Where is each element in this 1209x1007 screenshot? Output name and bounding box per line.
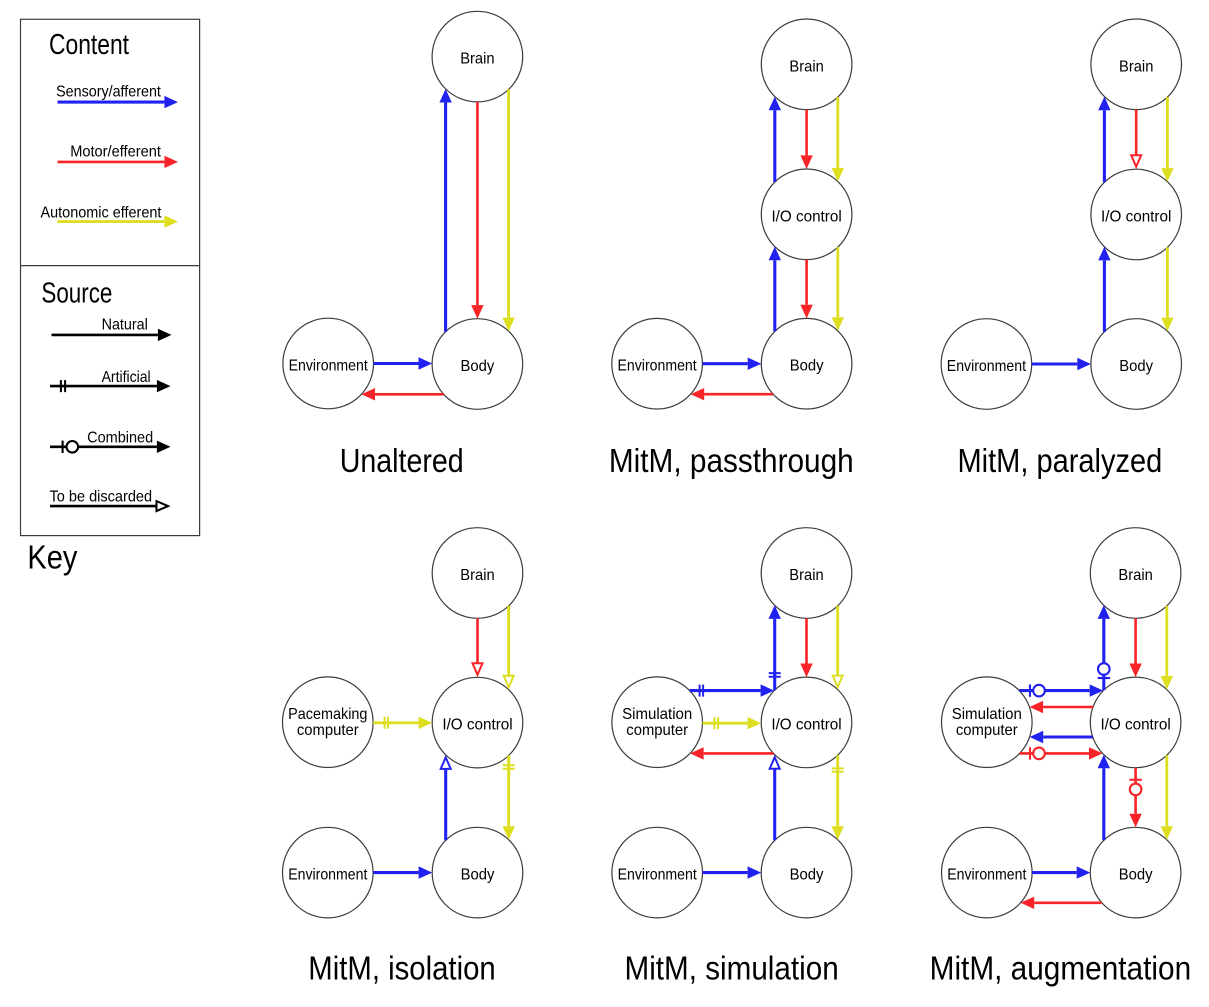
svg-text:Environment: Environment [288,867,368,884]
svg-text:Source: Source [41,277,112,309]
svg-text:computer: computer [297,722,359,739]
svg-text:Environment: Environment [947,358,1027,375]
svg-text:MitM, augmentation: MitM, augmentation [930,950,1192,987]
svg-text:Brain: Brain [789,567,823,584]
svg-text:Body: Body [790,867,824,884]
svg-text:I/O control: I/O control [442,717,512,734]
svg-text:Environment: Environment [289,358,369,375]
svg-text:Key: Key [27,538,77,575]
svg-text:Brain: Brain [1118,567,1152,584]
svg-text:Environment: Environment [618,867,698,884]
svg-text:I/O control: I/O control [771,208,841,225]
svg-text:Combined: Combined [87,430,153,447]
svg-text:To be discarded: To be discarded [50,488,153,505]
svg-text:Body: Body [1119,358,1153,375]
svg-text:I/O control: I/O control [1101,209,1171,226]
svg-text:MitM, passthrough: MitM, passthrough [609,442,854,479]
svg-text:Natural: Natural [102,317,148,334]
svg-text:I/O control: I/O control [771,716,841,733]
svg-text:Motor/efferent: Motor/efferent [70,143,161,160]
svg-text:Content: Content [49,29,129,61]
svg-text:MitM, simulation: MitM, simulation [625,950,839,987]
svg-text:Body: Body [461,358,495,375]
svg-text:Autonomic efferent: Autonomic efferent [41,204,162,221]
svg-text:Unaltered: Unaltered [340,442,464,479]
svg-text:Brain: Brain [460,567,494,584]
svg-text:Brain: Brain [1119,58,1153,75]
svg-text:Simulation: Simulation [622,706,692,723]
svg-text:Sensory/afferent: Sensory/afferent [56,84,161,101]
svg-text:Body: Body [461,867,495,884]
svg-text:Artificial: Artificial [102,369,151,386]
svg-text:computer: computer [956,722,1018,739]
svg-text:MitM, paralyzed: MitM, paralyzed [958,442,1163,479]
svg-text:Body: Body [1119,867,1153,884]
svg-text:Body: Body [790,358,824,375]
svg-text:Simulation: Simulation [952,706,1022,723]
svg-text:MitM, isolation: MitM, isolation [308,950,495,987]
svg-text:Pacemaking: Pacemaking [288,706,367,723]
svg-text:Environment: Environment [618,358,698,375]
svg-text:I/O control: I/O control [1100,716,1170,733]
svg-text:Brain: Brain [789,58,823,75]
svg-text:Environment: Environment [947,867,1027,884]
svg-text:Brain: Brain [460,51,494,68]
svg-text:computer: computer [626,722,688,739]
